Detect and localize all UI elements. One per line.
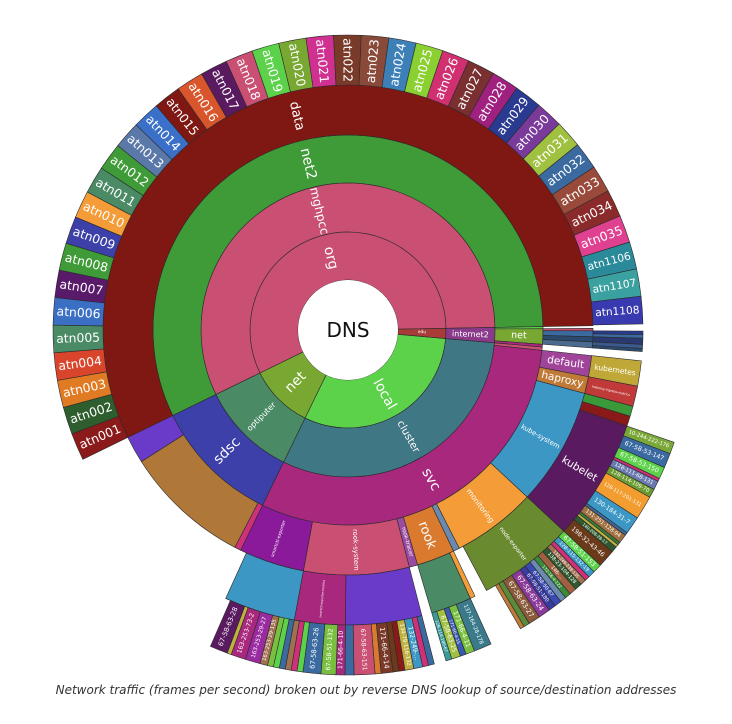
sunburst-slice-atn022[interactable] <box>333 34 362 86</box>
sunburst-slice-128-114-100-67[interactable] <box>431 610 453 662</box>
center-circle[interactable] <box>298 280 398 380</box>
sunburst-slice-atn1108[interactable] <box>591 295 644 326</box>
sunburst-slice[interactable] <box>344 624 355 676</box>
chart-caption: Network traffic (frames per second) brok… <box>55 683 677 697</box>
sunburst-slice[interactable] <box>592 345 643 352</box>
sunburst-slice-rook-system[interactable] <box>303 518 410 576</box>
sunburst-slice[interactable] <box>495 583 525 630</box>
sunburst-slice-atn005[interactable] <box>52 324 105 354</box>
sunburst-slice[interactable] <box>345 566 423 626</box>
center-label: DNS <box>326 318 369 342</box>
sunburst-slice-67-58-63-151[interactable] <box>352 623 376 676</box>
sunburst-slice-67-58-63-28[interactable] <box>210 600 246 654</box>
sunburst-slice[interactable] <box>494 340 543 348</box>
